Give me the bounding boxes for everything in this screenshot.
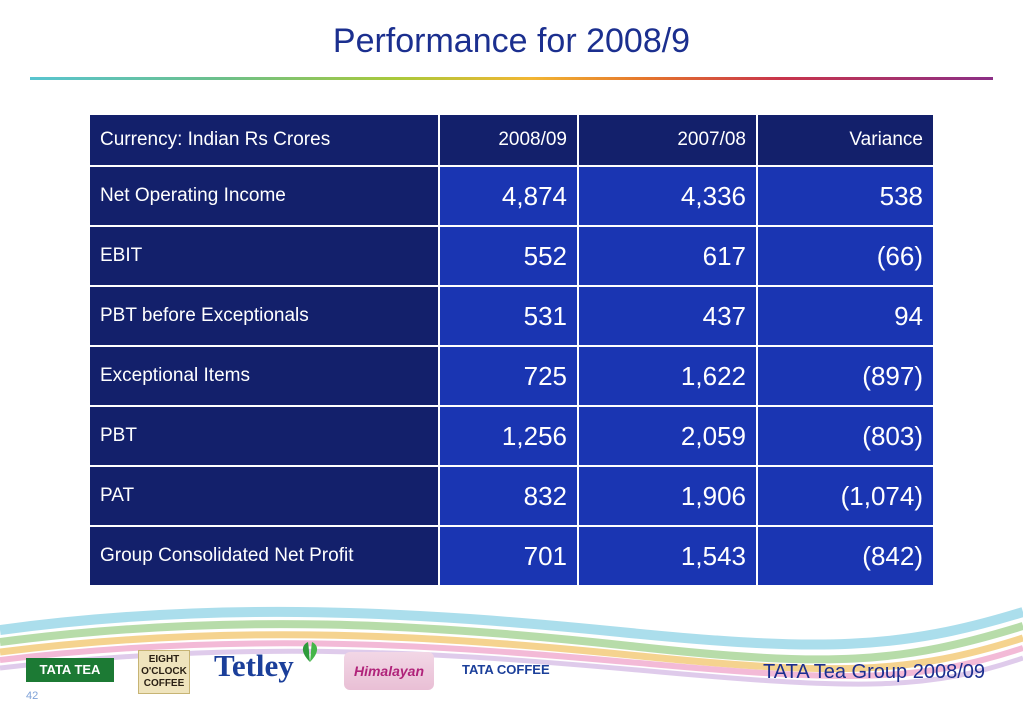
cell-variance: 538 [756,165,935,227]
cell-variance: (897) [756,345,935,407]
header-2008-09: 2008/09 [438,113,579,167]
cell-2007-08: 617 [577,225,758,287]
table-row: PAT 832 1,906 (1,074) [88,465,935,527]
cell-variance: (66) [756,225,935,287]
header-2007-08: 2007/08 [577,113,758,167]
row-label: Exceptional Items [88,345,440,407]
table-row: PBT 1,256 2,059 (803) [88,405,935,467]
table-row: EBIT 552 617 (66) [88,225,935,287]
cell-2008-09: 832 [438,465,579,527]
row-label: PBT [88,405,440,467]
row-label: Group Consolidated Net Profit [88,525,440,587]
cell-2008-09: 725 [438,345,579,407]
page-number: 42 [26,690,39,702]
eight-oclock-coffee-logo: EIGHT O'CLOCK COFFEE [138,650,190,694]
header-currency: Currency: Indian Rs Crores [88,113,440,167]
cell-2007-08: 2,059 [577,405,758,467]
row-label: Net Operating Income [88,165,440,227]
cell-variance: (803) [756,405,935,467]
row-label: EBIT [88,225,440,287]
cell-2008-09: 4,874 [438,165,579,227]
header-variance: Variance [756,113,935,167]
cell-variance: (842) [756,525,935,587]
performance-table: Currency: Indian Rs Crores 2008/09 2007/… [88,113,935,587]
tata-coffee-logo: TATA COFFEE [462,662,550,677]
cell-2007-08: 437 [577,285,758,347]
table-row: PBT before Exceptionals 531 437 94 [88,285,935,347]
cell-2007-08: 4,336 [577,165,758,227]
footer-text: TATA Tea Group 2008/09 [763,661,985,683]
slide-title: Performance for 2008/9 [332,22,691,60]
table-header-row: Currency: Indian Rs Crores 2008/09 2007/… [88,113,935,167]
cell-variance: (1,074) [756,465,935,527]
cell-2007-08: 1,543 [577,525,758,587]
decorative-swoosh [0,606,1023,687]
table-row: Exceptional Items 725 1,622 (897) [88,345,935,407]
tata-tea-logo: TATA TEA [26,658,114,682]
row-label: PAT [88,465,440,527]
row-label: PBT before Exceptionals [88,285,440,347]
table-row: Group Consolidated Net Profit 701 1,543 … [88,525,935,587]
cell-2008-09: 552 [438,225,579,287]
cell-2008-09: 1,256 [438,405,579,467]
cell-2008-09: 531 [438,285,579,347]
cell-2008-09: 701 [438,525,579,587]
title-divider [30,77,993,80]
cell-2007-08: 1,622 [577,345,758,407]
tetley-logo: Tetley [214,648,294,683]
himalayan-logo: Himalayan [344,652,434,690]
cell-2007-08: 1,906 [577,465,758,527]
leaf-icon [302,642,318,662]
table-row: Net Operating Income 4,874 4,336 538 [88,165,935,227]
cell-variance: 94 [756,285,935,347]
